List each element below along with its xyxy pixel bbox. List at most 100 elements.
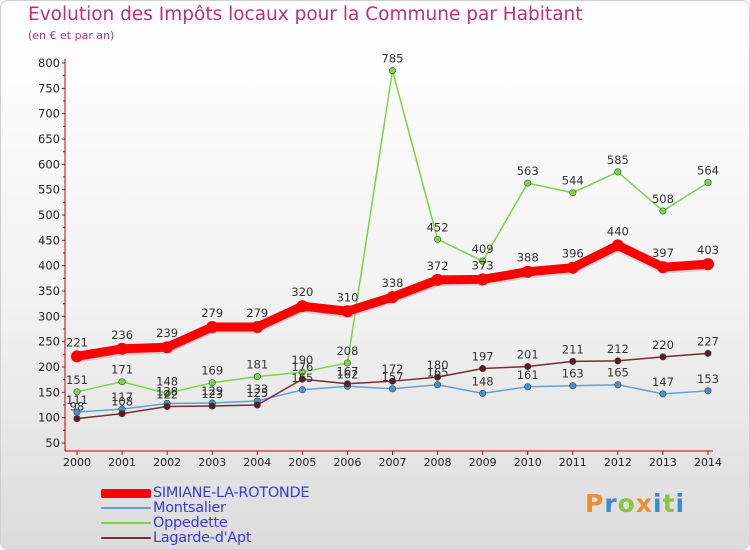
data-label-lagarde-d-apt: 197 [472, 350, 494, 364]
y-tick-label: 650 [38, 132, 60, 146]
data-point-oppedette [704, 179, 712, 187]
data-label-oppedette: 181 [246, 358, 268, 372]
data-label-lagarde-d-apt: 212 [607, 342, 629, 356]
data-point-lagarde-d-apt [614, 357, 622, 365]
data-label-simiane-la-rotonde: 372 [427, 259, 449, 273]
data-label-lagarde-d-apt: 172 [382, 362, 404, 376]
data-point-lagarde-d-apt [253, 401, 261, 409]
data-label-montsalier: 148 [472, 374, 494, 388]
data-label-simiane-la-rotonde: 388 [517, 251, 539, 265]
data-point-simiane-la-rotonde [476, 273, 489, 286]
data-point-simiane-la-rotonde [611, 239, 624, 252]
x-tick-label: 2009 [469, 456, 497, 469]
data-point-simiane-la-rotonde [161, 341, 174, 354]
data-label-oppedette: 151 [66, 373, 88, 387]
data-point-oppedette [479, 257, 487, 265]
data-point-oppedette [163, 389, 171, 397]
logo-letter: t [662, 489, 676, 518]
y-tick-label: 800 [38, 56, 60, 70]
data-point-simiane-la-rotonde [656, 261, 669, 274]
logo-letter: i [675, 489, 686, 518]
data-label-oppedette: 169 [201, 364, 223, 378]
data-label-simiane-la-rotonde: 236 [111, 328, 133, 342]
data-point-montsalier [479, 389, 487, 397]
y-tick-label: 450 [38, 233, 60, 247]
data-label-montsalier: 161 [517, 368, 539, 382]
data-point-lagarde-d-apt [208, 402, 216, 410]
x-tick-label: 2002 [153, 456, 181, 469]
data-point-simiane-la-rotonde [386, 291, 399, 304]
data-point-lagarde-d-apt [343, 380, 351, 388]
data-point-montsalier [388, 385, 396, 393]
data-label-oppedette: 585 [607, 153, 629, 167]
logo-letter: o [617, 489, 636, 518]
logo-letter: i [653, 489, 663, 518]
x-tick-label: 2013 [649, 456, 677, 469]
data-point-lagarde-d-apt [704, 349, 712, 357]
x-tick-label: 2000 [63, 456, 91, 469]
data-point-lagarde-d-apt [118, 410, 126, 418]
y-tick-label: 150 [38, 385, 60, 399]
data-label-simiane-la-rotonde: 440 [607, 224, 629, 238]
data-label-simiane-la-rotonde: 403 [697, 243, 719, 257]
data-label-montsalier: 153 [697, 372, 719, 386]
data-label-simiane-la-rotonde: 320 [291, 285, 313, 299]
data-point-simiane-la-rotonde [341, 305, 354, 318]
data-point-oppedette [659, 207, 667, 215]
x-tick-label: 2006 [333, 456, 361, 469]
data-label-montsalier: 162 [336, 367, 358, 381]
series-oppedette [73, 67, 712, 397]
data-label-simiane-la-rotonde: 279 [201, 306, 223, 320]
data-point-lagarde-d-apt [479, 365, 487, 373]
legend-label-oppedette: Oppedette [153, 515, 228, 531]
chart-title: Evolution des Impôts locaux pour la Comm… [28, 4, 583, 25]
data-point-oppedette [343, 359, 351, 367]
x-tick-label: 2014 [694, 456, 722, 469]
data-label-oppedette: 563 [517, 164, 539, 178]
data-label-oppedette: 171 [111, 363, 133, 377]
x-tick-label: 2003 [198, 456, 226, 469]
data-point-simiane-la-rotonde [702, 258, 714, 271]
series-lagarde-d-apt [73, 349, 712, 423]
data-label-lagarde-d-apt: 211 [562, 342, 584, 356]
x-tick-label: 2004 [243, 456, 271, 469]
data-label-montsalier: 155 [291, 371, 313, 385]
data-label-oppedette: 508 [652, 192, 674, 206]
x-tick-label: 2005 [288, 456, 316, 469]
x-tick-label: 2010 [514, 456, 542, 469]
data-point-lagarde-d-apt [73, 415, 81, 423]
data-label-montsalier: 117 [111, 390, 133, 404]
y-tick-label: 550 [38, 183, 60, 197]
data-label-montsalier: 165 [607, 366, 629, 380]
legend-swatch-lagarde [101, 537, 151, 539]
data-point-simiane-la-rotonde [251, 320, 264, 333]
data-point-montsalier [704, 387, 712, 395]
data-labels-layer: 151 171 148 169 181 190 208 785 452 409 563 544 585 5… [66, 52, 719, 414]
data-label-montsalier: 129 [201, 384, 223, 398]
y-tick-label: 400 [38, 259, 60, 273]
data-label-simiane-la-rotonde: 396 [562, 247, 584, 261]
data-label-montsalier: 128 [156, 384, 178, 398]
data-label-montsalier: 111 [66, 393, 88, 407]
data-point-montsalier [659, 390, 667, 398]
legend-swatch-montsalier [101, 507, 151, 509]
y-tick-label: 350 [38, 284, 60, 298]
data-label-lagarde-d-apt: 176 [291, 360, 313, 374]
data-label-lagarde-d-apt: 180 [427, 358, 449, 372]
data-label-oppedette: 409 [472, 242, 494, 256]
data-point-lagarde-d-apt [569, 357, 577, 365]
y-tick-label: 750 [38, 81, 60, 95]
data-point-simiane-la-rotonde [296, 300, 309, 313]
data-point-montsalier [434, 381, 442, 389]
data-point-oppedette [208, 379, 216, 387]
data-point-montsalier [524, 383, 532, 391]
data-label-lagarde-d-apt: 227 [697, 334, 719, 348]
data-point-oppedette [614, 168, 622, 176]
x-tick-label: 2011 [559, 456, 587, 469]
data-point-oppedette [388, 67, 396, 75]
x-tick-label: 2012 [604, 456, 632, 469]
data-label-lagarde-d-apt: 123 [201, 387, 223, 401]
data-label-montsalier: 133 [246, 382, 268, 396]
data-point-montsalier [298, 386, 306, 394]
